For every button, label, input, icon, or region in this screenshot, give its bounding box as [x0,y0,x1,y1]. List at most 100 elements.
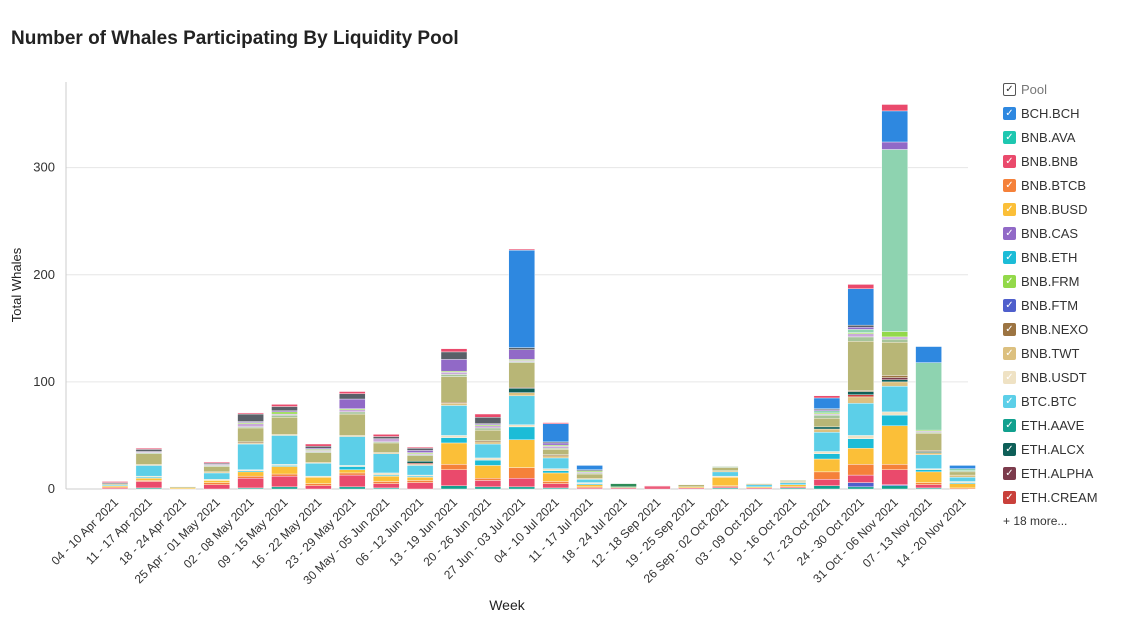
checkbox-icon[interactable]: ✓ [1003,490,1016,504]
bar-segment [406,465,434,476]
bar-segment [915,452,942,455]
bar-segment [305,445,332,449]
bar-segment [474,441,502,445]
legend-item-label: BNB.USDT [1021,369,1087,385]
bar-segment [508,395,535,425]
bar-segment [440,376,468,403]
bar-segment [610,483,637,488]
checkbox-icon[interactable]: ✓ [1003,226,1016,240]
bar-segment [712,471,739,477]
bar-segment [339,391,366,394]
bar-segment [542,481,569,484]
chart-title: Number of Whales Participating By Liquid… [11,28,459,49]
legend-item[interactable]: ✓ BNB.BTCB [1003,173,1123,197]
legend-item[interactable]: ✓ ETH.ALPHA [1003,461,1123,485]
legend-item[interactable]: ✓ BNB.BNB [1003,149,1123,173]
bar-segment [881,338,908,343]
bar-segment [813,458,841,473]
checkbox-icon[interactable]: ✓ [1003,394,1016,408]
legend-item[interactable]: ✓ BNB.ETH [1003,245,1123,269]
legend-item[interactable]: ✓ BNB.NEXO [1003,317,1123,341]
bar-segment [440,442,468,465]
checkbox-icon[interactable]: ✓ [1003,274,1016,288]
bar-segment [847,391,874,395]
bar-segment [881,149,908,332]
checkbox-icon[interactable]: ✓ [1003,82,1016,96]
checkbox-icon[interactable]: ✓ [1003,178,1016,192]
bar-segment [474,429,502,442]
bar-segment [406,460,434,464]
bar-segment [406,477,434,481]
checkbox-icon[interactable]: ✓ [1003,370,1016,384]
bar-segment [813,397,841,409]
bar-segment [576,465,603,470]
bar-segment [508,478,535,488]
bar-segment [339,393,366,400]
checkbox-icon[interactable]: ✓ [1003,250,1016,264]
legend-item[interactable]: ✓ BTC.BTC [1003,389,1123,413]
bar-segment [135,449,163,452]
bar-segment [339,469,366,474]
bar-segment [474,413,502,418]
legend-item[interactable]: ✓ BNB.FTM [1003,293,1123,317]
legend-item[interactable]: ✓ ETH.CREAM [1003,485,1123,509]
bar-segment [779,482,807,485]
checkbox-icon[interactable]: ✓ [1003,106,1016,120]
bar-segment [440,435,468,438]
bar-segment [542,422,569,424]
legend-item[interactable]: ✓ BCH.BCH [1003,101,1123,125]
bar-segment [712,477,739,486]
checkbox-icon[interactable]: ✓ [1003,466,1016,480]
bar-segment [373,483,400,489]
bar-segment [135,448,163,450]
bar-segment [847,327,874,330]
checkbox-icon[interactable]: ✓ [1003,322,1016,336]
legend-item[interactable]: ✓ BNB.FRM [1003,269,1123,293]
bar-segment [915,471,942,483]
bar-segment [508,362,535,388]
bar-segment [542,423,569,443]
legend-item[interactable]: ✓ BNB.TWT [1003,341,1123,365]
checkbox-icon[interactable]: ✓ [1003,202,1016,216]
legend-item[interactable]: ✓ BNB.AVA [1003,125,1123,149]
bar-segment [915,482,942,485]
legend-more-link[interactable]: + 18 more... [1003,514,1068,528]
bar-segment [813,426,841,430]
legend-item[interactable]: ✓ ETH.AAVE [1003,413,1123,437]
bar-segment [440,351,468,360]
bar-segment [542,442,569,446]
bar-segment [508,392,535,397]
legend-item-label: ETH.ALCX [1021,441,1085,457]
checkbox-icon[interactable]: ✓ [1003,418,1016,432]
bar-segment [339,474,366,488]
bar-segment [474,486,502,490]
legend-item[interactable]: ✓ BNB.BUSD [1003,197,1123,221]
bar-segment [271,417,298,435]
checkbox-icon[interactable]: ✓ [1003,298,1016,312]
bar-segment [881,379,908,383]
bar-segment [949,468,976,471]
legend-header-label: Pool [1021,81,1048,97]
legend-header[interactable]: ✓ Pool [1003,77,1123,101]
bar-segment [881,110,908,143]
bar-segment [406,450,434,453]
bar-segment [813,428,841,433]
checkbox-icon[interactable]: ✓ [1003,442,1016,456]
bar-segment [576,479,603,483]
bar-segment [881,336,908,340]
bar-segment [474,425,502,429]
bar-segment [813,418,841,428]
bar-segment [779,480,807,482]
checkbox-icon[interactable]: ✓ [1003,346,1016,360]
legend-item[interactable]: ✓ BNB.USDT [1003,365,1123,389]
legend-item-label: ETH.CREAM [1021,489,1098,505]
bar-segment [305,483,332,486]
checkbox-icon[interactable]: ✓ [1003,130,1016,144]
legend-item[interactable]: ✓ ETH.ALCX [1003,437,1123,461]
bar-segment [440,403,468,406]
bar-segment [271,475,298,488]
legend-item[interactable]: ✓ BNB.CAS [1003,221,1123,245]
bar-segment [339,411,366,415]
bar-segment [271,411,298,415]
checkbox-icon[interactable]: ✓ [1003,154,1016,168]
